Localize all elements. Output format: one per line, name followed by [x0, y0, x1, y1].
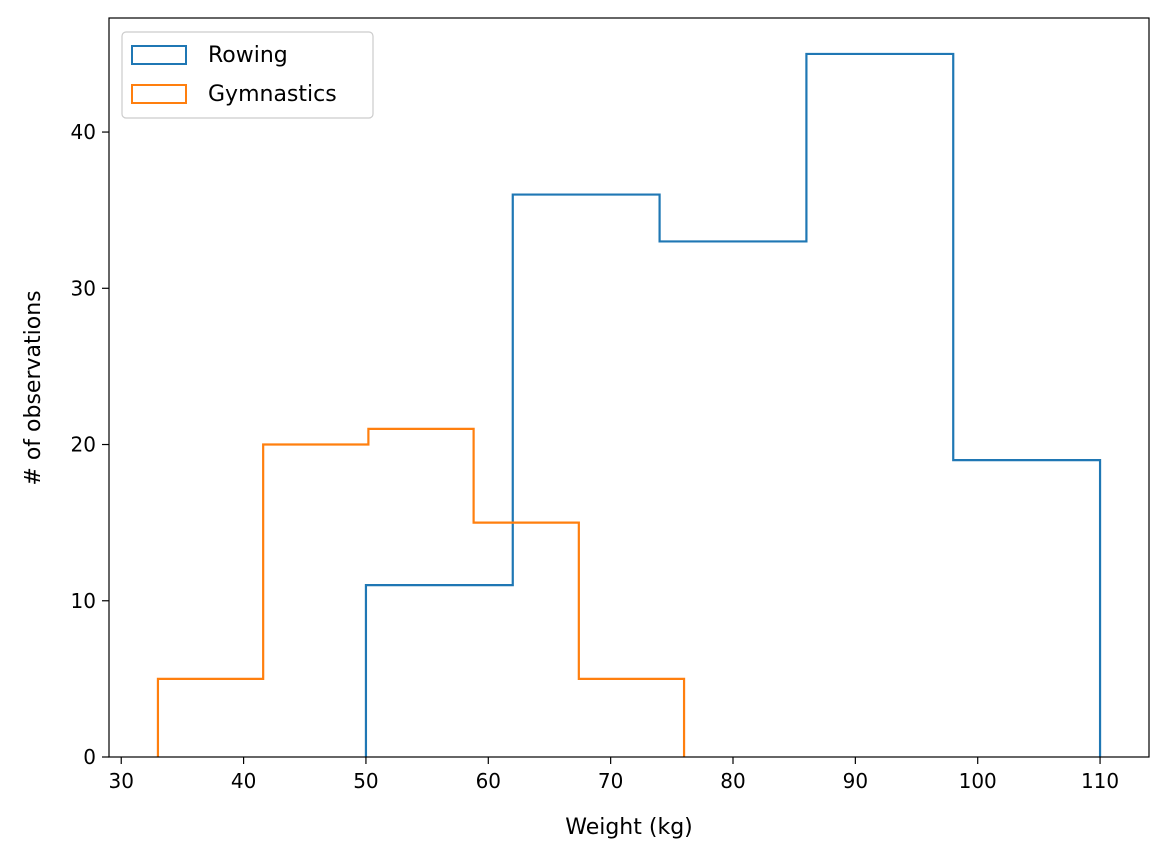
x-tick-label: 100	[959, 769, 997, 793]
x-tick-label: 40	[231, 769, 256, 793]
y-tick-label: 20	[71, 433, 96, 457]
legend-box	[121, 31, 374, 119]
y-tick-label: 0	[83, 745, 96, 769]
y-axis-label: # of observations	[21, 290, 46, 485]
plot-frame	[108, 17, 1150, 758]
legend-label-rowing: Rowing	[208, 43, 288, 68]
legend-swatch-rowing	[131, 45, 187, 65]
x-tick-label: 110	[1081, 769, 1119, 793]
plot-background	[109, 18, 1149, 757]
x-tick-label: 80	[720, 769, 745, 793]
legend-swatch-gymnastics	[131, 84, 187, 104]
y-tick-label: 40	[71, 120, 96, 144]
x-axis-ticks: 30 40 50 60 70 80 90 100 110	[109, 757, 1119, 793]
x-tick-label: 30	[109, 769, 134, 793]
x-tick-label: 70	[598, 769, 623, 793]
legend-label-gymnastics: Gymnastics	[208, 82, 337, 107]
series-gymnastics-step	[156, 427, 686, 757]
series-layer	[156, 52, 1102, 757]
y-tick-label: 10	[71, 589, 96, 613]
x-tick-label: 50	[353, 769, 378, 793]
x-tick-label: 90	[843, 769, 868, 793]
legend: Rowing Gymnastics	[121, 31, 374, 119]
x-axis-label: Weight (kg)	[565, 815, 693, 840]
series-rowing-step	[364, 52, 1102, 757]
x-tick-label: 60	[476, 769, 501, 793]
y-axis-ticks: 0 10 20 30 40	[71, 120, 109, 769]
y-tick-label: 30	[71, 276, 96, 300]
